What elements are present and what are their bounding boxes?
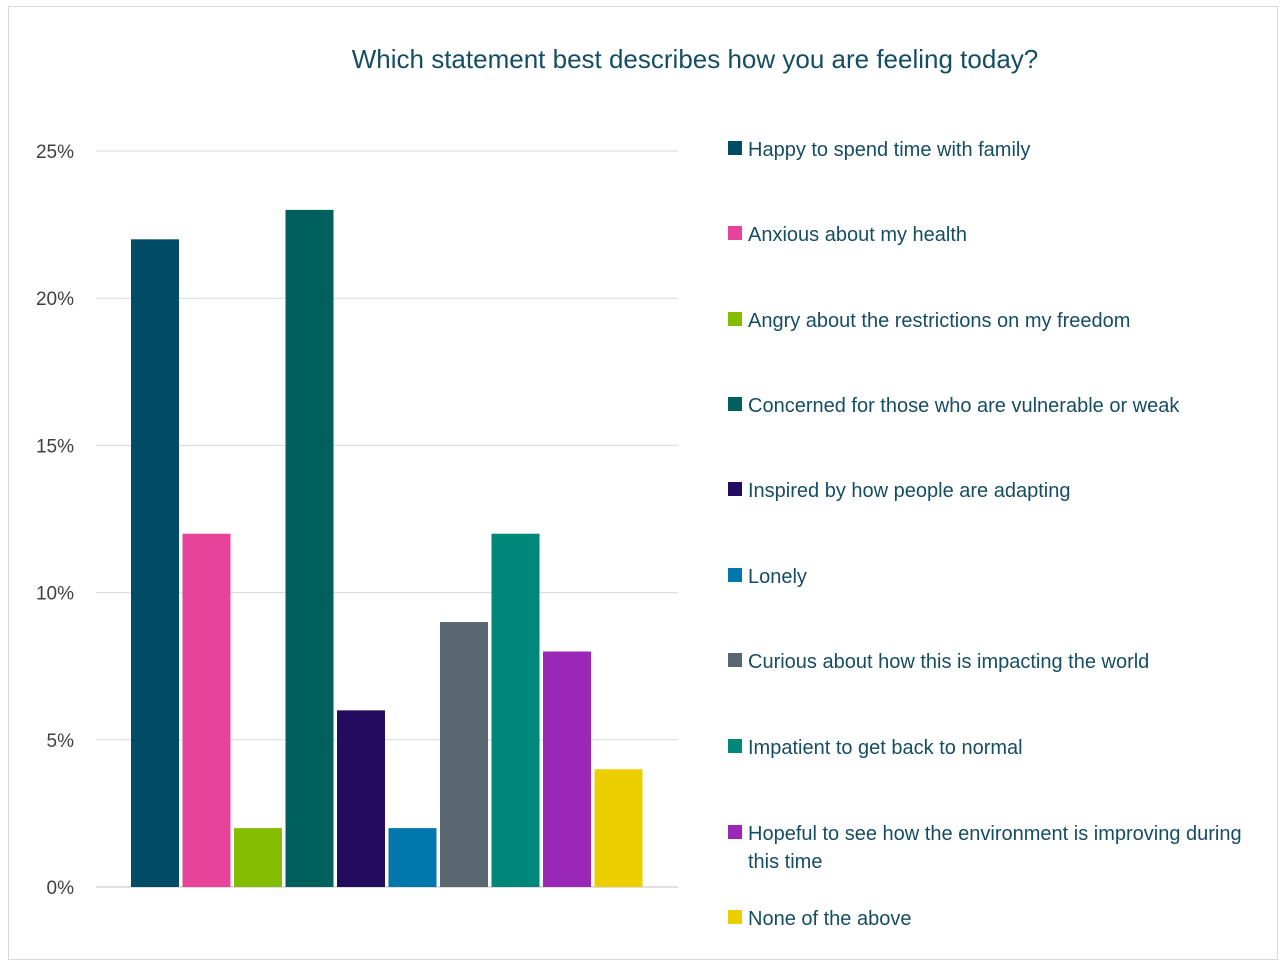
legend-label: None of the above [748,908,912,930]
chart-title: Which statement best describes how you a… [351,44,1039,74]
legend-swatch [728,141,742,155]
bar-7 [440,622,488,887]
legend-label: Impatient to get back to normal [748,737,1023,759]
bar-1 [131,239,179,887]
legend-label: Curious about how this is impacting the … [748,651,1150,673]
legend-swatch [728,910,742,924]
bar-10 [594,769,643,887]
bar-9 [543,651,591,887]
y-tick-label: 15% [36,436,74,457]
bar-6 [388,828,437,887]
legend-swatch [728,653,742,667]
legend-label: Concerned for those who are vulnerable o… [748,395,1180,417]
legend-label: Hopeful to see how the environment is im… [748,823,1242,873]
bars [131,209,643,887]
bar-8 [491,533,540,887]
bar-5 [337,710,385,887]
y-tick-label: 5% [47,731,75,752]
legend-label: Angry about the restrictions on my freed… [748,310,1131,332]
legend-label: Lonely [748,566,807,588]
legend-swatch [728,825,742,839]
legend-label: Anxious about my health [748,224,968,246]
legend-label: Inspired by how people are adapting [748,480,1071,502]
legend-swatch [728,568,742,582]
y-tick-label: 25% [36,142,74,163]
bar-3 [234,828,282,887]
y-tick-label: 10% [36,584,74,605]
legend-swatch [728,312,742,326]
legend-label: Happy to spend time with family [748,139,1031,161]
bar-4 [285,209,334,887]
y-axis-ticks: 0% 5% 10% 15% 20% 25% [36,142,74,899]
y-tick-label: 20% [36,289,74,310]
legend-swatch [728,482,742,496]
legend-swatch [728,226,742,240]
legend-swatch [728,739,742,753]
y-tick-label: 0% [47,878,75,899]
bar-2 [182,533,231,887]
legend-swatch [728,397,742,411]
chart-frame [8,6,1278,960]
